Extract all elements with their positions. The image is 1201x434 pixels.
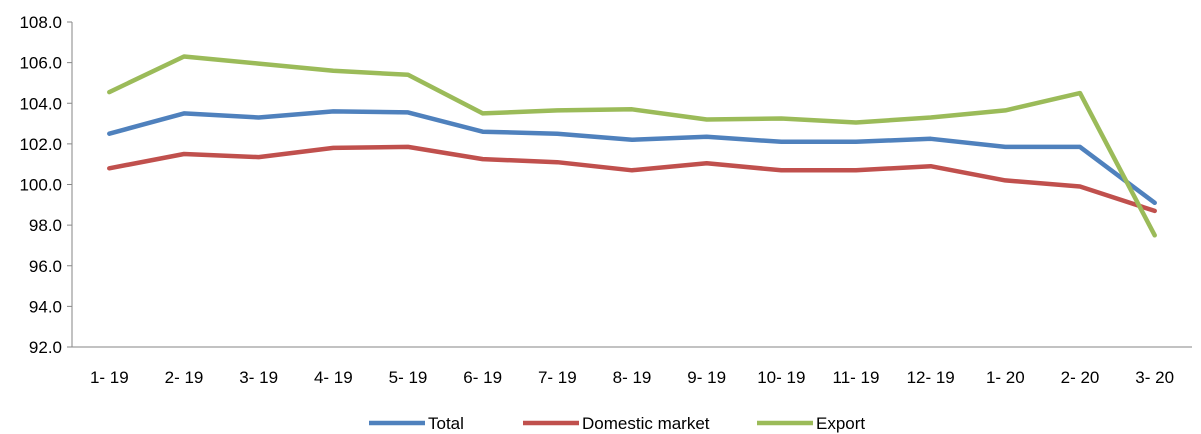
x-tick-label: 12- 19 — [907, 368, 955, 387]
y-axis-ticks: 92.0 94.0 96.0 98.0 100.0 102.0 104.0 106.0 108.… — [19, 13, 72, 357]
x-tick-label: 11- 19 — [833, 368, 880, 387]
legend-label-domestic-market: Domestic market — [582, 414, 710, 433]
x-tick-label: 6- 19 — [463, 368, 502, 387]
x-tick-label: 3- 19 — [239, 368, 278, 387]
x-tick-label: 4- 19 — [314, 368, 353, 387]
x-tick-label: 5- 19 — [389, 368, 428, 387]
series-layer — [107, 54, 1157, 238]
series-line-domestic-market — [107, 144, 1157, 214]
y-tick-label: 98.0 — [29, 216, 62, 235]
y-tick-label: 100.0 — [19, 176, 62, 195]
x-tick-label: 2- 19 — [165, 368, 204, 387]
x-axis-ticks: 1- 19 2- 19 3- 19 4- 19 5- 19 6- 19 7- 19 8- 19… — [90, 368, 1174, 387]
x-tick-label: 1- 19 — [90, 368, 129, 387]
x-tick-label: 3- 20 — [1135, 368, 1174, 387]
series-line-total — [107, 109, 1157, 206]
x-tick-label: 2- 20 — [1061, 368, 1100, 387]
x-tick-label: 10- 19 — [757, 368, 805, 387]
y-tick-label: 102.0 — [19, 135, 62, 154]
x-tick-label: 7- 19 — [538, 368, 577, 387]
x-tick-label: 9- 19 — [687, 368, 726, 387]
x-tick-label: 8- 19 — [613, 368, 652, 387]
y-tick-label: 106.0 — [19, 54, 62, 73]
y-tick-label: 108.0 — [19, 13, 62, 32]
axes — [71, 22, 1192, 348]
y-tick-label: 104.0 — [19, 94, 62, 113]
legend-label-total: Total — [428, 414, 464, 433]
y-tick-label: 94.0 — [29, 297, 62, 316]
legend-label-export: Export — [816, 414, 865, 433]
x-tick-label: 1- 20 — [986, 368, 1025, 387]
y-tick-label: 92.0 — [29, 338, 62, 357]
y-tick-label: 96.0 — [29, 257, 62, 276]
series-line-export — [107, 54, 1157, 238]
legend: Total Domestic market Export — [369, 414, 865, 433]
